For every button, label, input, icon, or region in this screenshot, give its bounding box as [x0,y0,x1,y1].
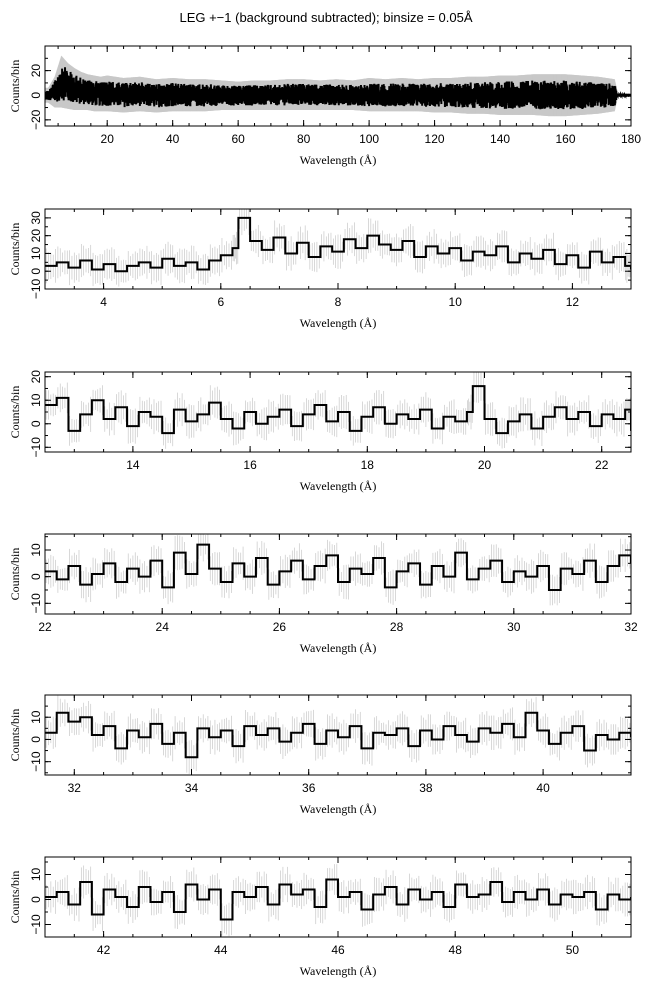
x-tick-label: 46 [331,943,345,957]
x-tick-label: 18 [361,458,375,472]
y-tick-label: −10 [29,437,43,458]
x-tick-label: 4 [100,295,107,309]
y-tick-label: 0 [29,268,43,275]
y-axis-label: Counts/bin [8,871,22,924]
x-tick-label: 10 [449,295,463,309]
x-tick-label: 12 [566,295,580,309]
y-tick-label: 10 [29,710,43,724]
error-bars [45,864,631,937]
y-tick-label: 0 [29,736,43,743]
x-tick-label: 32 [68,781,82,795]
x-tick-label: 8 [335,295,342,309]
x-axis-label: Wavelength (Å) [300,479,377,493]
x-tick-label: 60 [231,132,245,146]
plot-area [45,864,631,937]
x-tick-label: 28 [390,620,404,634]
figure-title: LEG +−1 (background subtracted); binsize… [179,10,472,25]
y-tick-label: −10 [29,278,43,299]
error-bars [45,372,631,449]
y-tick-label: −10 [29,751,43,772]
x-tick-label: 36 [302,781,316,795]
x-tick-label: 100 [359,132,379,146]
plot-area [45,209,631,287]
x-tick-label: 48 [449,943,463,957]
x-tick-label: 26 [273,620,287,634]
x-tick-label: 38 [419,781,433,795]
chart-panel-3: 14 16 18 20 22 −10 0 10 20 Wavelength (Å) Counts/b… [8,370,632,493]
plot-frame [44,45,632,127]
x-tick-label: 50 [566,943,580,957]
chart-panel-2: 4 6 8 10 12 −10 0 10 20 30 Wavelength (Å) Counts/bi… [8,208,632,330]
y-tick-label: 10 [29,543,43,557]
chart-panel-6: 42 44 46 48 50 −10 0 10 Wavelength (Å) Counts/bin [8,856,632,978]
spectrum-series [45,216,631,273]
y-axis-label: Counts/bin [8,386,22,439]
plot-area [45,372,631,449]
x-tick-label: 6 [217,295,224,309]
y-axis-label: Counts/bin [8,548,22,601]
chart-panel-1: 20 40 60 80 100 120 140 160 180 −20 0 20 Wavelength … [8,45,641,167]
y-tick-label: 10 [29,393,43,407]
y-tick-label: 0 [29,573,43,580]
chart-panel-5: 32 34 36 38 40 −10 0 10 Wavelength (Å) Counts/bin [8,694,632,816]
y-axis-label: Counts/bin [8,60,22,113]
plot-area [45,534,631,606]
x-axis-label: Wavelength (Å) [300,316,377,330]
x-tick-label: 22 [38,620,52,634]
x-tick-label: 32 [624,620,638,634]
spectrum-series [45,67,631,110]
x-axis-label: Wavelength (Å) [300,153,377,167]
spectrum-series [45,543,631,591]
y-tick-label: 30 [29,211,43,225]
error-bars [45,209,631,287]
x-axis-label: Wavelength (Å) [300,641,377,655]
y-tick-label: 20 [29,370,43,384]
x-tick-label: 34 [185,781,199,795]
x-tick-label: 80 [297,132,311,146]
y-tick-label: 10 [29,246,43,260]
y-tick-label: 20 [29,229,43,243]
x-tick-label: 180 [621,132,641,146]
y-tick-label: −10 [29,593,43,614]
x-tick-label: 40 [166,132,180,146]
y-tick-label: 10 [29,868,43,882]
x-tick-label: 20 [101,132,115,146]
x-tick-label: 40 [536,781,550,795]
spectrum-series [45,878,631,921]
x-tick-label: 14 [126,458,140,472]
x-tick-label: 24 [156,620,170,634]
x-axis-label: Wavelength (Å) [300,964,377,978]
y-tick-label: 0 [29,420,43,427]
plot-area [45,55,631,117]
y-tick-label: −10 [29,914,43,935]
y-tick-label: 0 [29,92,43,99]
spectrum-series [45,385,631,435]
x-tick-label: 44 [214,943,228,957]
x-tick-label: 30 [507,620,521,634]
x-tick-label: 42 [97,943,111,957]
x-tick-label: 140 [490,132,510,146]
y-tick-label: −20 [29,109,43,130]
y-axis-label: Counts/bin [8,709,22,762]
plot-area [45,695,631,775]
x-tick-label: 16 [243,458,257,472]
y-tick-label: 20 [29,64,43,78]
y-axis-label: Counts/bin [8,223,22,276]
x-axis-label: Wavelength (Å) [300,802,377,816]
y-tick-label: 0 [29,896,43,903]
x-tick-label: 22 [595,458,609,472]
spectrum-series [45,711,631,759]
x-tick-label: 20 [478,458,492,472]
x-tick-label: 160 [556,132,576,146]
x-tick-label: 120 [425,132,445,146]
chart-panel-4: 22 24 26 28 30 32 −10 0 10 Wavelength (Å) Counts/b… [8,533,638,655]
